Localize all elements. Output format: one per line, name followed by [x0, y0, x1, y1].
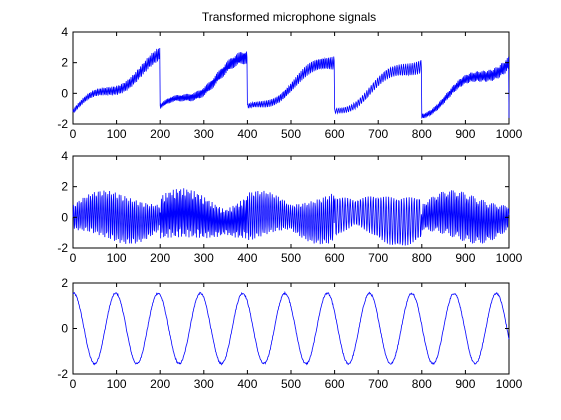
x-tick-label: 600: [325, 377, 345, 391]
chart-title: Transformed microphone signals: [202, 10, 376, 24]
x-tick-label: 300: [194, 251, 214, 265]
x-tick-label: 500: [281, 251, 301, 265]
x-tick-label: 100: [107, 251, 127, 265]
x-tick-label: 300: [194, 127, 214, 141]
x-tick-label: 0: [70, 251, 77, 265]
x-tick-label: 600: [325, 251, 345, 265]
x-tick-label: 700: [368, 377, 388, 391]
y-tick-label: 4: [61, 25, 68, 39]
x-tick-label: 400: [237, 127, 257, 141]
y-tick-label: -2: [57, 367, 68, 381]
x-tick-label: 200: [150, 127, 170, 141]
y-tick-label: 2: [61, 276, 68, 290]
x-tick-label: 0: [70, 127, 77, 141]
y-tick-label: 0: [61, 86, 68, 100]
x-tick-label: 200: [150, 377, 170, 391]
y-tick-label: 0: [61, 322, 68, 336]
y-tick-label: 2: [61, 180, 68, 194]
x-tick-label: 700: [368, 127, 388, 141]
x-tick-label: 0: [70, 377, 77, 391]
x-tick-label: 200: [150, 251, 170, 265]
y-tick-label: -2: [57, 241, 68, 255]
y-tick-label: 0: [61, 210, 68, 224]
series-line: [72, 290, 510, 366]
x-tick-label: 800: [412, 251, 432, 265]
x-tick-label: 800: [412, 377, 432, 391]
x-tick-label: 500: [281, 127, 301, 141]
x-tick-label: 500: [281, 377, 301, 391]
x-tick-label: 100: [107, 377, 127, 391]
x-tick-label: 700: [368, 251, 388, 265]
x-tick-label: 900: [455, 127, 475, 141]
x-tick-label: 100: [107, 127, 127, 141]
x-tick-label: 800: [412, 127, 432, 141]
x-tick-label: 1000: [496, 377, 523, 391]
x-tick-label: 400: [237, 377, 257, 391]
series-line: [72, 188, 510, 246]
x-tick-label: 900: [455, 251, 475, 265]
series-line: [72, 47, 510, 119]
x-tick-label: 300: [194, 377, 214, 391]
x-tick-label: 400: [237, 251, 257, 265]
x-tick-label: 600: [325, 127, 345, 141]
y-tick-label: -2: [57, 117, 68, 131]
y-tick-label: 2: [61, 56, 68, 70]
x-tick-label: 900: [455, 377, 475, 391]
subplot-3: 0 100 200 300 400 500 600 700 800 900 1000-202: [57, 276, 522, 391]
x-tick-label: 1000: [496, 251, 523, 265]
y-tick-label: 4: [61, 149, 68, 163]
x-tick-label: 1000: [496, 127, 523, 141]
